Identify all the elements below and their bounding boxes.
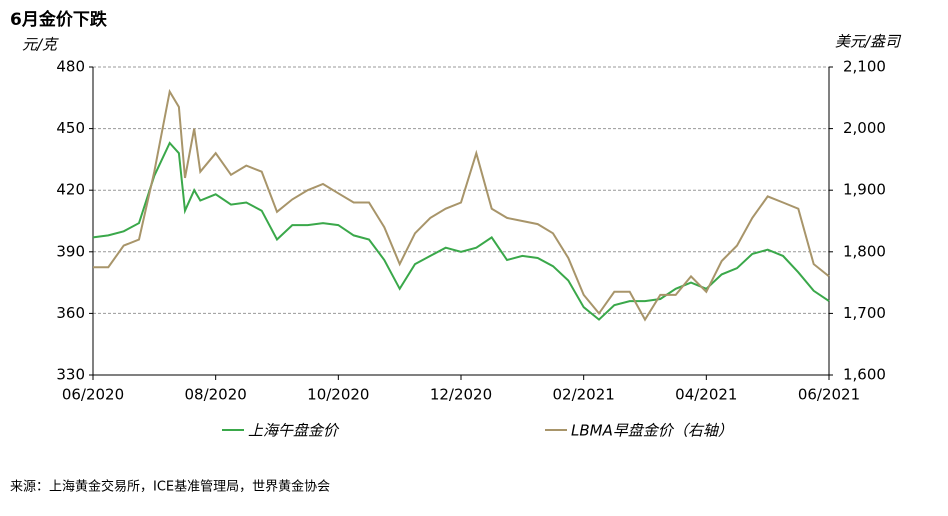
- x-tick-label: 06/2021: [798, 386, 860, 404]
- y-tick-label: 450: [56, 119, 85, 137]
- y-tick-label: 360: [56, 304, 85, 322]
- y-tick-label: 390: [56, 242, 85, 260]
- y-axis-label: 元/克: [22, 36, 59, 54]
- x-tick-label: 02/2021: [553, 386, 615, 404]
- y2-tick-label: 1,700: [843, 304, 886, 322]
- source-note: 来源：上海黄金交易所，ICE基准管理局，世界黄金协会: [10, 479, 330, 495]
- series-line: [93, 88, 830, 322]
- legend-label: LBMA早盘金价（右轴）: [571, 422, 733, 440]
- y-tick-label: 330: [56, 366, 85, 384]
- x-tick-label: 06/2020: [62, 386, 124, 404]
- y2-tick-label: 2,000: [843, 119, 886, 137]
- y2-tick-label: 2,100: [843, 58, 886, 76]
- legend-label: 上海午盘金价: [248, 422, 340, 440]
- y2-tick-label: 1,900: [843, 181, 886, 199]
- chart-title: 6月金价下跌: [10, 9, 108, 30]
- y-tick-label: 420: [56, 181, 85, 199]
- y2-tick-label: 1,600: [843, 366, 886, 384]
- y2-tick-label: 1,800: [843, 242, 886, 260]
- y2-axis-label: 美元/盎司: [835, 33, 902, 51]
- y-tick-label: 480: [56, 58, 85, 76]
- x-tick-label: 04/2021: [675, 386, 737, 404]
- x-tick-label: 08/2020: [185, 386, 247, 404]
- x-tick-label: 12/2020: [430, 386, 492, 404]
- x-tick-label: 10/2020: [307, 386, 369, 404]
